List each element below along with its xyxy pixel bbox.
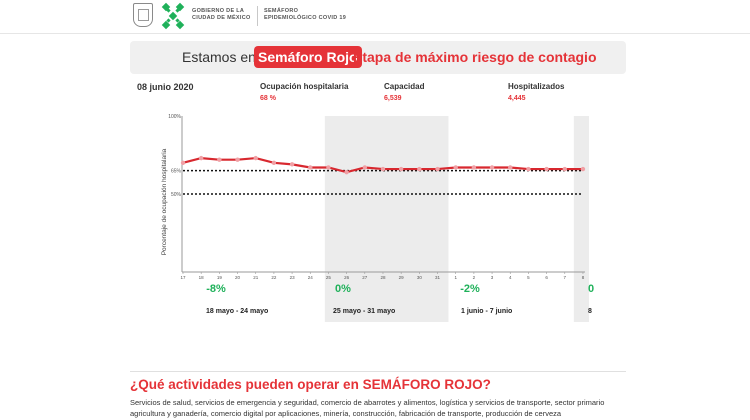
x-tick-label: 31 bbox=[435, 275, 441, 280]
capacity-value: 6,539 bbox=[384, 95, 402, 102]
x-tick-label: 21 bbox=[253, 275, 259, 280]
data-point bbox=[508, 165, 513, 170]
week-change-value: -2% bbox=[460, 283, 480, 295]
report-date: 08 junio 2020 bbox=[137, 82, 194, 92]
semaforo-label: SEMÁFORO EPIDEMIOLÓGICO COVID 19 bbox=[264, 8, 374, 22]
occupancy-label: Ocupación hospitalaria bbox=[260, 82, 349, 91]
y-tick-label: 65% bbox=[171, 169, 182, 175]
activities-heading: ¿Qué actividades pueden operar en SEMÁFO… bbox=[130, 377, 491, 392]
x-tick-label: 1 bbox=[454, 275, 457, 280]
header-divider bbox=[257, 6, 258, 26]
x-tick-label: 26 bbox=[344, 275, 350, 280]
status-banner: Estamos en Semáforo Rojo Etapa de máximo… bbox=[130, 41, 626, 74]
banner-description: Etapa de máximo riesgo de contagio bbox=[353, 49, 597, 65]
week-range-label: 25 mayo - 31 mayo bbox=[333, 308, 395, 315]
x-tick-label: 29 bbox=[399, 275, 405, 280]
x-tick-label: 2 bbox=[473, 275, 476, 280]
x-tick-label: 17 bbox=[180, 275, 186, 280]
hospitalized-value: 4,445 bbox=[508, 95, 526, 102]
data-point bbox=[198, 155, 204, 161]
week-range-label: 8 bbox=[588, 308, 592, 315]
week-band-shade bbox=[573, 116, 589, 322]
data-point bbox=[489, 165, 495, 170]
x-tick-label: 24 bbox=[308, 275, 314, 280]
data-point bbox=[271, 160, 277, 165]
coat-of-arms-icon bbox=[133, 3, 153, 27]
data-point bbox=[308, 165, 313, 170]
y-tick-label: 50% bbox=[171, 192, 182, 198]
activities-line-2: agricultura y ganadería, comercio digita… bbox=[130, 409, 562, 418]
status-badge: Semáforo Rojo bbox=[254, 46, 362, 68]
section-divider bbox=[130, 371, 626, 372]
data-point bbox=[235, 157, 240, 162]
data-point bbox=[562, 166, 567, 172]
data-point bbox=[417, 166, 422, 172]
cdmx-logo-icon[interactable] bbox=[160, 2, 186, 30]
data-point bbox=[362, 165, 367, 170]
x-tick-label: 20 bbox=[235, 275, 241, 280]
activities-text: Servicios de salud, servicios de emergen… bbox=[130, 397, 630, 419]
occupancy-value: 68 % bbox=[260, 95, 276, 102]
y-axis-label: Porcentaje de ocupación hospitalaria bbox=[161, 148, 168, 255]
data-point bbox=[544, 166, 549, 172]
data-point bbox=[253, 155, 258, 161]
data-point bbox=[344, 169, 349, 175]
gov-line-1: GOBIERNO DE LA bbox=[192, 8, 245, 14]
x-tick-label: 28 bbox=[380, 275, 386, 280]
x-tick-label: 18 bbox=[199, 275, 205, 280]
x-tick-label: 22 bbox=[271, 275, 277, 280]
x-tick-label: 23 bbox=[290, 275, 296, 280]
capacity-label: Capacidad bbox=[384, 82, 425, 91]
data-point bbox=[326, 165, 331, 170]
y-tick-label: 100% bbox=[168, 114, 181, 120]
week-change-value: -8% bbox=[206, 283, 226, 295]
week-range-label: 1 junio - 7 junio bbox=[461, 308, 512, 315]
x-tick-label: 30 bbox=[417, 275, 423, 280]
government-label: GOBIERNO DE LA CIUDAD DE MÉXICO bbox=[192, 8, 252, 22]
data-point bbox=[180, 160, 186, 165]
data-point bbox=[398, 166, 404, 172]
data-point bbox=[526, 166, 531, 172]
data-point bbox=[471, 165, 477, 170]
x-tick-label: 5 bbox=[527, 275, 530, 280]
x-tick-label: 27 bbox=[362, 275, 368, 280]
data-point bbox=[380, 166, 386, 172]
banner-prefix: Estamos en bbox=[182, 49, 256, 65]
data-point bbox=[289, 162, 295, 167]
x-tick-label: 19 bbox=[217, 275, 223, 280]
x-tick-label: 25 bbox=[326, 275, 332, 280]
semaforo-line-2: EPIDEMIOLÓGICO COVID 19 bbox=[264, 15, 347, 21]
hospitalized-label: Hospitalizados bbox=[508, 82, 565, 91]
data-point bbox=[453, 165, 458, 170]
x-tick-label: 6 bbox=[545, 275, 548, 280]
occupancy-chart: 100%65%50%Porcentaje de ocupación hospit… bbox=[161, 114, 594, 322]
page-header: GOBIERNO DE LA CIUDAD DE MÉXICO SEMÁFORO… bbox=[0, 0, 750, 34]
week-range-label: 18 mayo - 24 mayo bbox=[206, 308, 268, 315]
x-tick-label: 8 bbox=[582, 275, 585, 280]
data-point bbox=[217, 157, 222, 162]
week-band-shade bbox=[324, 116, 449, 322]
activities-line-1: Servicios de salud, servicios de emergen… bbox=[130, 398, 605, 407]
x-tick-label: 3 bbox=[491, 275, 494, 280]
week-change-value: 0 bbox=[588, 283, 594, 295]
x-tick-label: 7 bbox=[564, 275, 567, 280]
data-point bbox=[435, 166, 440, 172]
x-tick-label: 4 bbox=[509, 275, 512, 280]
gov-line-2: CIUDAD DE MÉXICO bbox=[192, 15, 251, 21]
week-change-value: 0% bbox=[335, 283, 351, 295]
data-point bbox=[580, 166, 586, 172]
semaforo-line-1: SEMÁFORO bbox=[264, 8, 299, 14]
